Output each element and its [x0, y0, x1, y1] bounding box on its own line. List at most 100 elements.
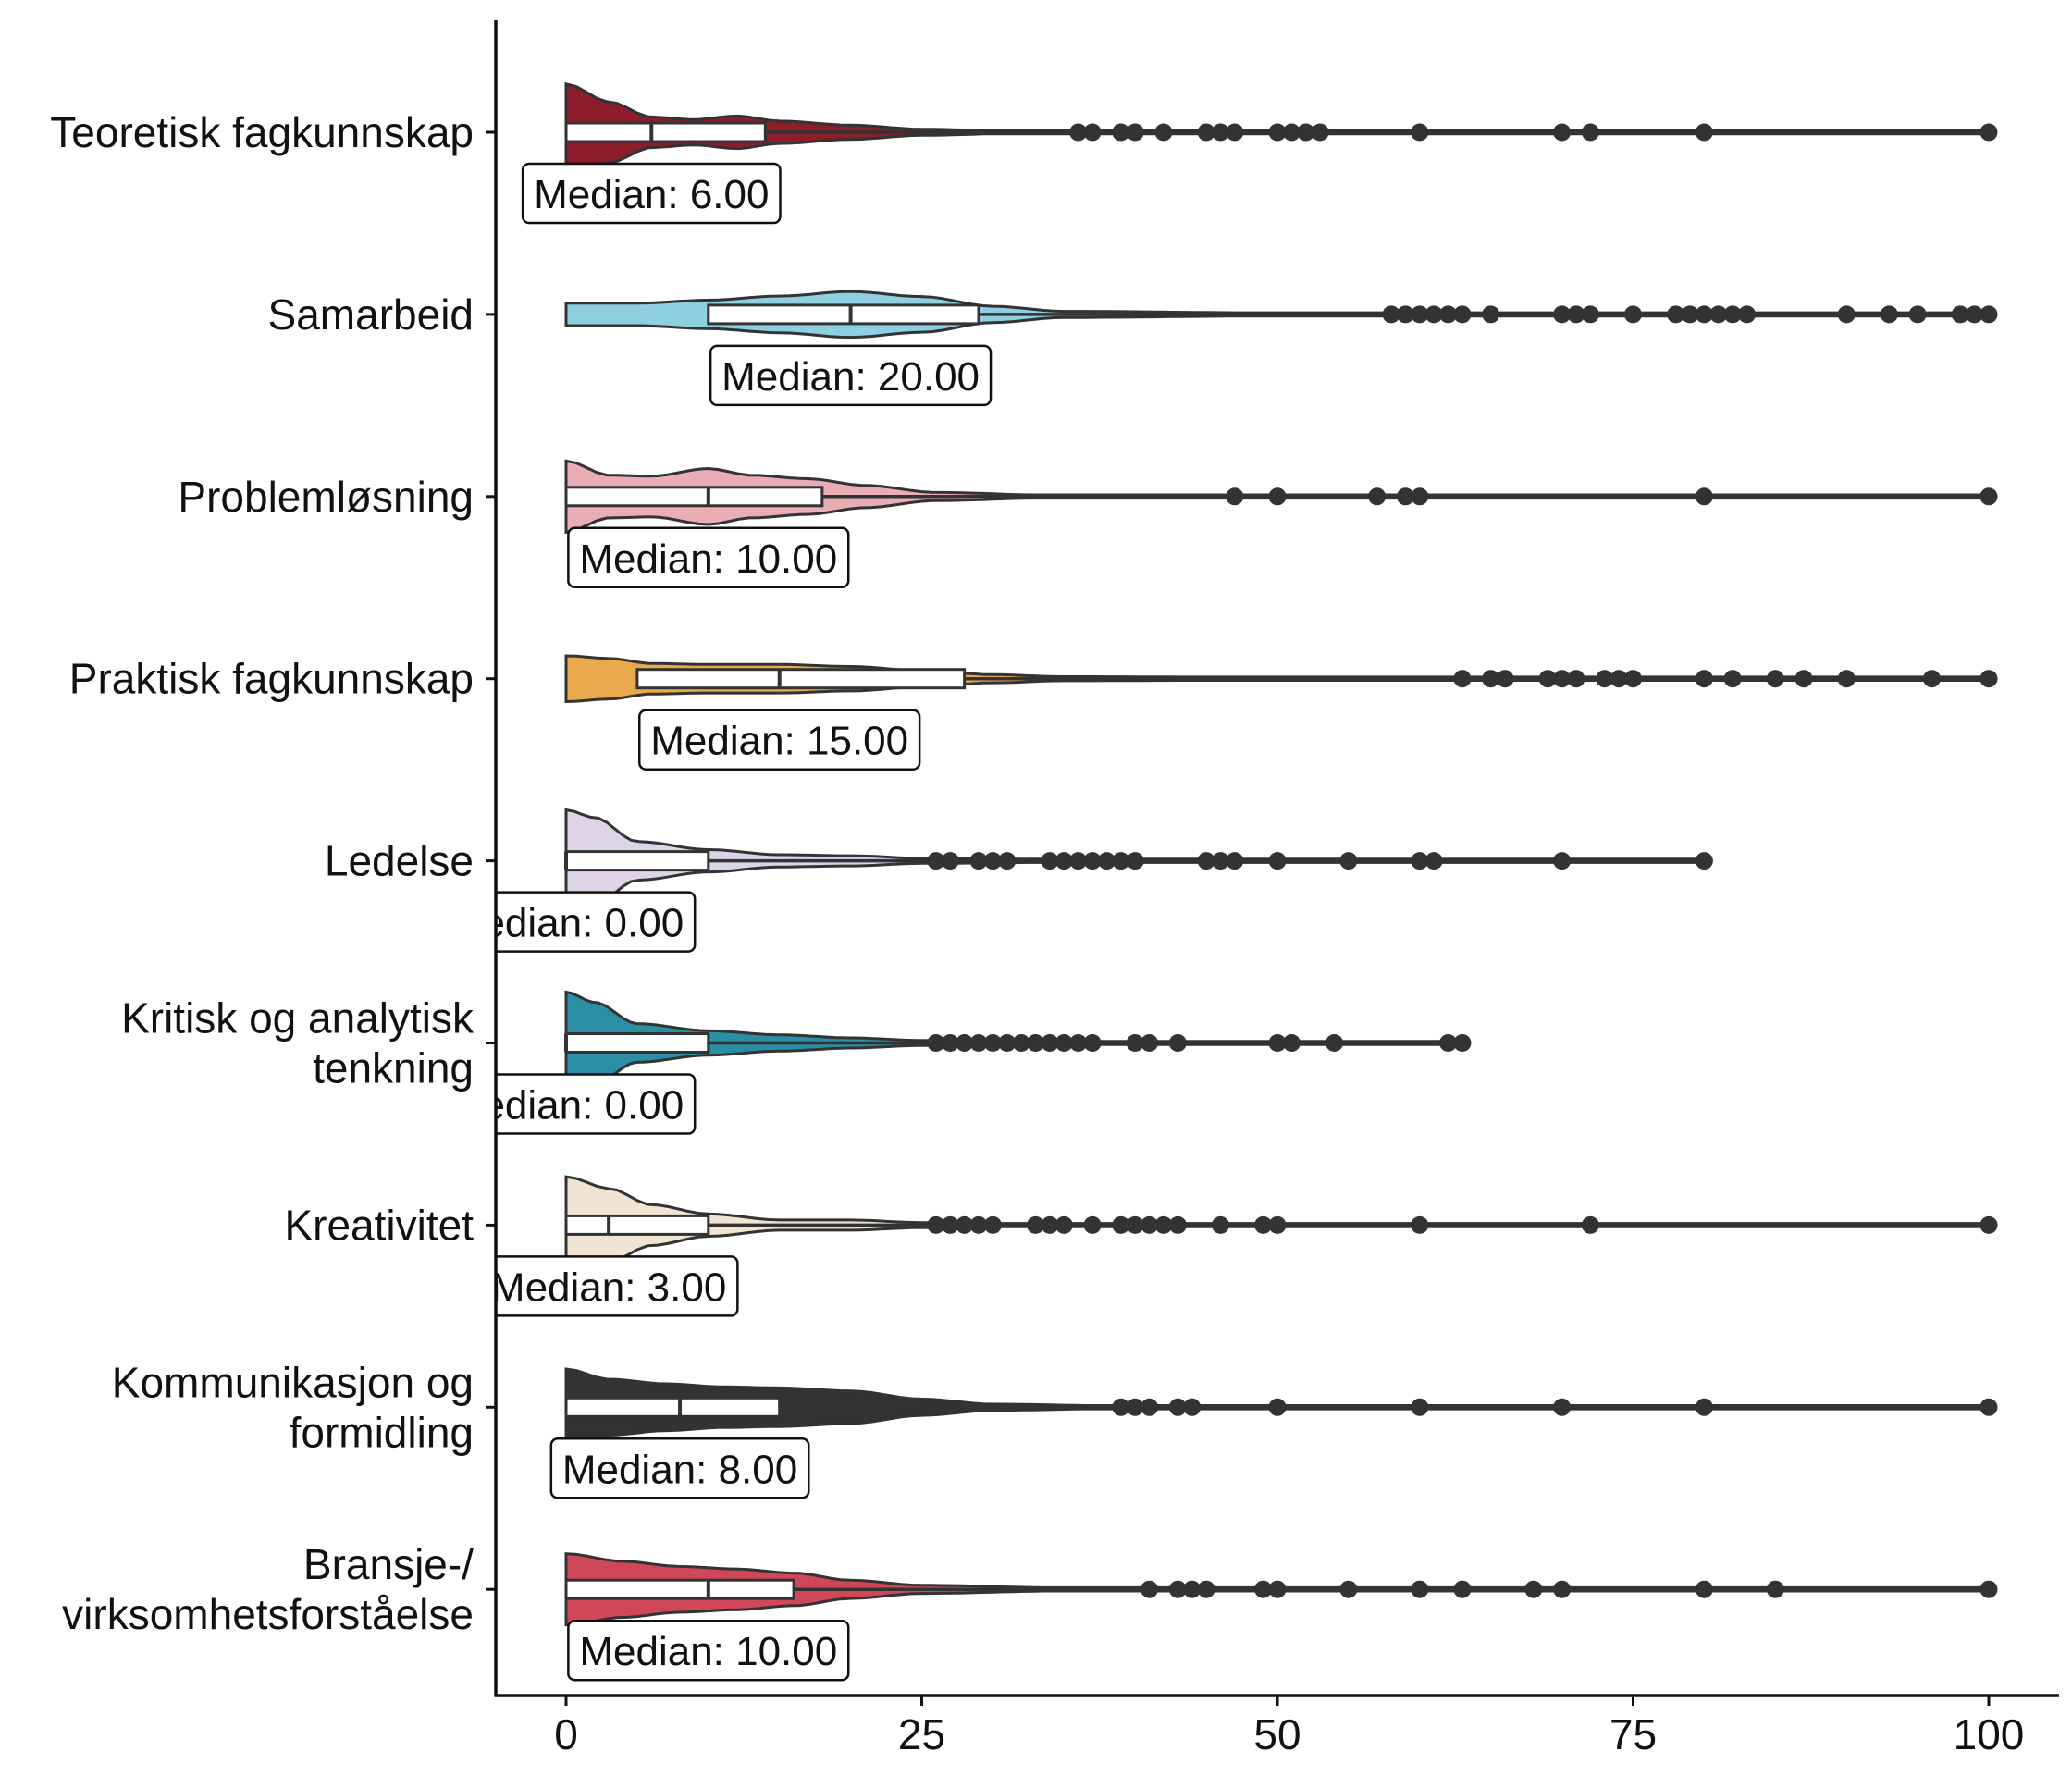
- outlier-point: [1553, 670, 1572, 688]
- median-label-box: [496, 1255, 739, 1317]
- outlier-point: [1738, 305, 1757, 324]
- outlier-point: [1723, 305, 1742, 324]
- outlier-point: [1112, 1398, 1130, 1416]
- outlier-point: [1083, 852, 1102, 870]
- median-label: Median: 0.00: [496, 891, 697, 953]
- category-group: Median: 0.00: [496, 808, 1713, 953]
- outlier-point: [927, 1215, 945, 1234]
- outlier-point: [1126, 1215, 1144, 1234]
- box-iqr: [564, 1578, 796, 1600]
- outlier-point: [1268, 123, 1287, 142]
- outlier-point: [1339, 852, 1358, 870]
- box-iqr: [635, 668, 967, 690]
- outlier-point: [969, 1215, 988, 1234]
- outlier-point: [1553, 1580, 1572, 1598]
- outlier-point: [1980, 305, 1998, 324]
- outlier-point: [1126, 852, 1144, 870]
- outlier-point: [1268, 1215, 1287, 1234]
- box-iqr: [564, 121, 767, 143]
- outlier-point: [1695, 487, 1713, 506]
- outlier-point: [956, 1034, 974, 1052]
- outlier-point: [1439, 305, 1458, 324]
- outlier-point: [1368, 487, 1387, 506]
- x-tick-label: 50: [1253, 1710, 1301, 1758]
- median-label: Median: 15.00: [638, 709, 921, 771]
- outlier-point: [1496, 670, 1514, 688]
- outlier-point: [1980, 670, 1998, 688]
- category-group: Median: 3.00: [491, 1175, 1998, 1317]
- median-label-text: Median: 10.00: [579, 1629, 837, 1674]
- outlier-point: [1439, 1034, 1458, 1052]
- median-label-text: Median: 3.00: [491, 1264, 726, 1310]
- outlier-point: [1268, 1398, 1287, 1416]
- outlier-point: [1695, 1580, 1713, 1598]
- outlier-point: [1226, 487, 1244, 506]
- outlier-point: [1226, 123, 1244, 142]
- outlier-point: [1567, 305, 1585, 324]
- y-category-label: Bransje-/virksomhetsforståelse: [62, 1540, 474, 1638]
- outlier-point: [1709, 305, 1728, 324]
- outlier-point: [1980, 487, 1998, 506]
- outlier-point: [1168, 1580, 1187, 1598]
- median-label-text: Median: 10.00: [579, 536, 837, 582]
- outlier-point: [1112, 123, 1130, 142]
- outlier-point: [1168, 1215, 1187, 1234]
- outlier-point: [1667, 305, 1685, 324]
- y-category-label: Problemløsning: [178, 473, 474, 521]
- median-label-box: [567, 526, 850, 589]
- outlier-point: [1168, 1034, 1187, 1052]
- category-group: Median: 0.00: [496, 990, 1472, 1135]
- outlier-point: [1211, 852, 1229, 870]
- outlier-point: [1411, 852, 1429, 870]
- outlier-point: [1424, 305, 1443, 324]
- median-label: Median: 3.00: [491, 1255, 739, 1317]
- outlier-point: [1837, 305, 1856, 324]
- outlier-point: [1141, 1580, 1159, 1598]
- outlier-point: [1411, 1580, 1429, 1598]
- outlier-point: [1567, 670, 1585, 688]
- median-label-text: Median: 15.00: [650, 719, 908, 764]
- category-group: Median: 15.00: [564, 654, 1998, 771]
- outlier-point: [1695, 123, 1713, 142]
- outlier-point: [1411, 1398, 1429, 1416]
- outlier-point: [1211, 1215, 1229, 1234]
- median-label: Median: 20.00: [709, 344, 993, 407]
- outlier-point: [1453, 670, 1472, 688]
- outlier-point: [1041, 1215, 1059, 1234]
- outlier-point: [1168, 1398, 1187, 1416]
- median-label: Median: 6.00: [521, 162, 782, 225]
- outlier-point: [1027, 1215, 1045, 1234]
- y-category-label: Kritisk og analytisk tenkning: [121, 994, 475, 1092]
- outlier-point: [1453, 1580, 1472, 1598]
- median-label-box: [638, 709, 921, 771]
- outlier-point: [983, 852, 1002, 870]
- outlier-point: [1154, 123, 1173, 142]
- outlier-point: [1183, 1580, 1202, 1598]
- y-category-label: Samarbeid: [268, 290, 474, 339]
- y-category-label: Kommunikasjon og formidling: [112, 1358, 474, 1456]
- outlier-point: [941, 1034, 959, 1052]
- outlier-point: [1012, 1034, 1030, 1052]
- outlier-point: [1197, 1580, 1215, 1598]
- outlier-point: [1424, 852, 1443, 870]
- axes-layer: Teoretisk fagkunnskap Samarbeid Problemløs…: [50, 20, 2059, 1758]
- outlier-point: [1524, 1580, 1543, 1598]
- outlier-point: [1624, 305, 1642, 324]
- y-category-label: Kreativitet: [284, 1201, 474, 1249]
- box-iqr: [564, 486, 824, 508]
- outlier-point: [1254, 1580, 1273, 1598]
- outlier-point: [998, 852, 1017, 870]
- outlier-point: [1880, 305, 1898, 324]
- outlier-point: [1396, 487, 1414, 506]
- outlier-point: [941, 852, 959, 870]
- outlier-point: [1922, 670, 1941, 688]
- median-label-box: [709, 344, 993, 407]
- category-group: Median: 6.00: [521, 81, 1998, 225]
- outlier-point: [1083, 123, 1102, 142]
- median-label-text: Median: 6.00: [534, 172, 769, 217]
- category-group: Median: 8.00: [549, 1367, 1998, 1499]
- outlier-point: [1980, 1580, 1998, 1598]
- outlier-point: [1610, 670, 1628, 688]
- outlier-point: [1069, 1034, 1088, 1052]
- outlier-point: [1681, 305, 1699, 324]
